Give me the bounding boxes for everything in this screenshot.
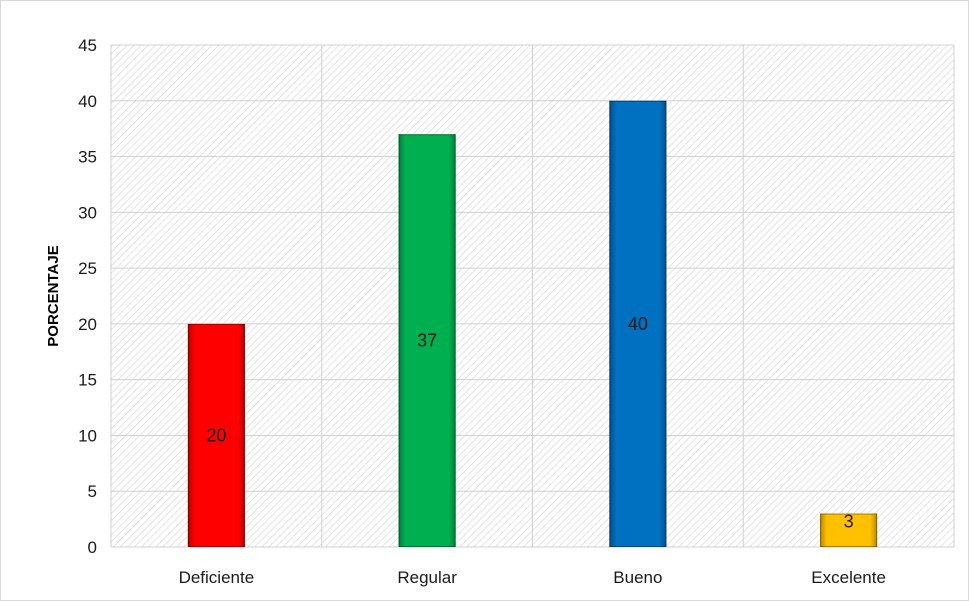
bar-bevel bbox=[609, 100, 667, 548]
bar-bevel bbox=[187, 323, 245, 547]
y-tick-label: 40 bbox=[78, 92, 97, 111]
x-category-label: Deficiente bbox=[179, 568, 255, 587]
y-tick-label: 45 bbox=[78, 36, 97, 55]
bar-outline bbox=[609, 100, 667, 548]
bar-bevel bbox=[820, 513, 878, 547]
y-axis-title: PORCENTAJE bbox=[45, 245, 62, 346]
data-label: 3 bbox=[844, 512, 854, 532]
y-tick-label: 0 bbox=[88, 538, 97, 557]
bar-excelente: 3 bbox=[820, 512, 878, 547]
bar-bevel bbox=[398, 134, 456, 547]
gridlines bbox=[110, 44, 955, 548]
y-tick-label: 20 bbox=[78, 315, 97, 334]
data-label: 37 bbox=[417, 331, 437, 351]
y-tick-label: 15 bbox=[78, 371, 97, 390]
y-tick-label: 10 bbox=[78, 426, 97, 445]
y-tick-label: 30 bbox=[78, 203, 97, 222]
y-axis-ticks: 0 5 10 15 20 25 30 35 40 45 bbox=[78, 36, 97, 557]
bar-bueno: 40 bbox=[609, 100, 667, 548]
x-category-label: Bueno bbox=[613, 568, 662, 587]
x-axis-categories: Deficiente Regular Bueno Excelente bbox=[179, 568, 886, 587]
x-category-label: Excelente bbox=[811, 568, 886, 587]
bar-outline bbox=[820, 513, 878, 547]
data-label: 20 bbox=[206, 425, 226, 445]
bars: 20 37 40 3 bbox=[187, 100, 878, 548]
x-category-label: Regular bbox=[397, 568, 457, 587]
bar-deficiente: 20 bbox=[187, 323, 245, 547]
bar-regular: 37 bbox=[398, 134, 456, 547]
data-label: 40 bbox=[628, 314, 648, 334]
bar-outline bbox=[398, 134, 456, 547]
y-tick-label: 25 bbox=[78, 259, 97, 278]
bar-outline bbox=[187, 323, 245, 547]
y-tick-label: 5 bbox=[88, 482, 97, 501]
y-tick-label: 35 bbox=[78, 148, 97, 167]
